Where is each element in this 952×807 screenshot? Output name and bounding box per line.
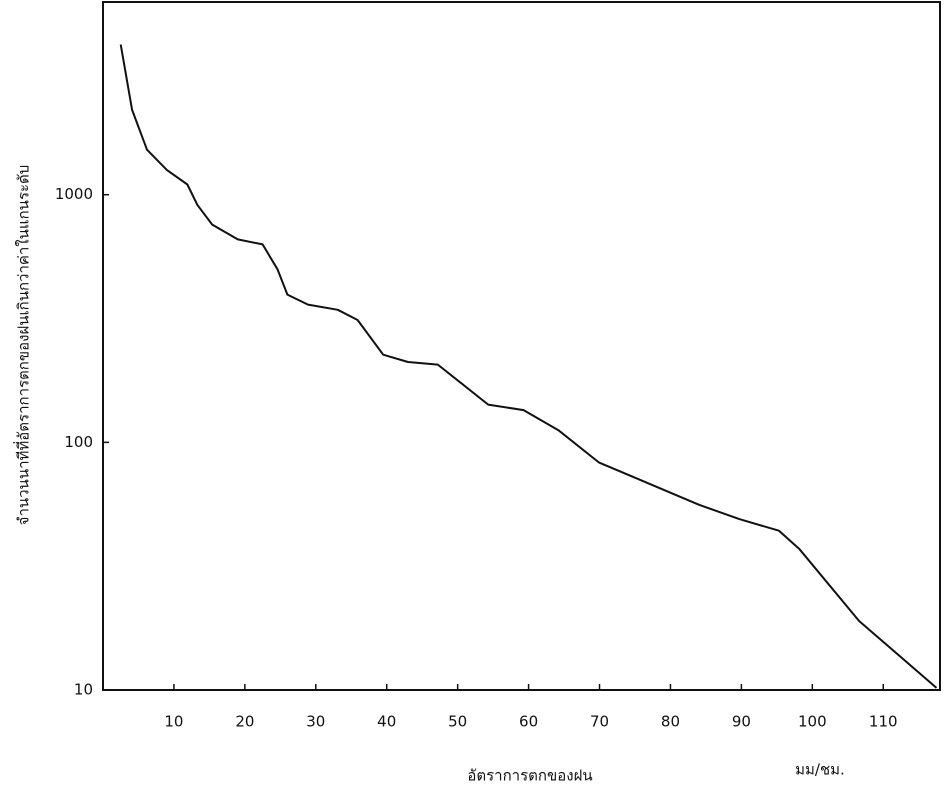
y-tick-label: 10: [74, 681, 93, 699]
x-axis-unit: มม/ชม.: [795, 761, 845, 779]
x-tick-label: 100: [798, 713, 827, 731]
y-axis-label: จำนวนนาทีที่อัตราการตกของฝนเกินกว่าค่าใน…: [13, 165, 33, 526]
x-tick-label: 90: [732, 713, 751, 731]
x-tick-label: 40: [377, 713, 396, 731]
y-tick-label: 1000: [55, 185, 93, 203]
data-line: [119, 44, 938, 689]
x-tick-label: 20: [235, 713, 254, 731]
x-axis-label: อัตราการตกของฝน: [467, 767, 592, 785]
x-tick-label: 80: [661, 713, 680, 731]
x-tick-label: 30: [306, 713, 325, 731]
y-tick-label: 100: [64, 433, 93, 451]
plot-frame: [102, 1, 941, 691]
x-tick-label: 70: [590, 713, 609, 731]
x-tick-label: 110: [869, 713, 898, 731]
x-tick-label: 60: [519, 713, 538, 731]
x-tick-label: 50: [448, 713, 467, 731]
x-tick-label: 10: [164, 713, 183, 731]
